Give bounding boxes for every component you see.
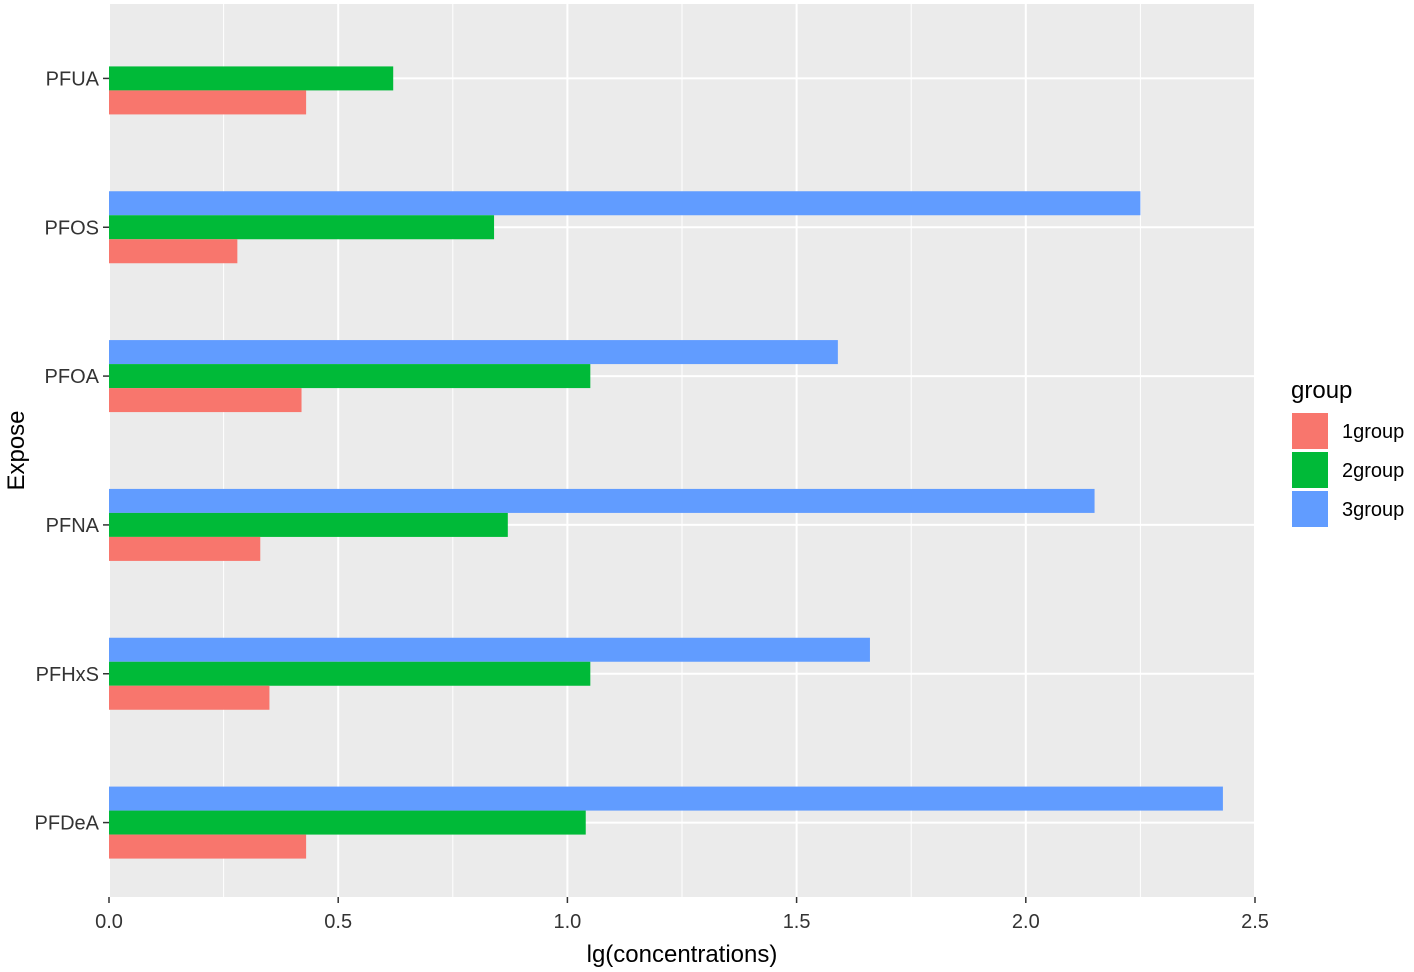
bar-pfos-3group	[109, 191, 1141, 216]
x-tick-label: 0.5	[324, 911, 352, 933]
legend-label-3group: 3group	[1342, 499, 1404, 521]
bar-pfdea-3group	[109, 786, 1223, 811]
legend-label-2group: 2group	[1342, 460, 1404, 482]
x-tick-label: 2.0	[1012, 911, 1040, 933]
legend-title: group	[1291, 377, 1352, 404]
y-tick-label: PFNA	[46, 515, 100, 537]
legend-label-1group: 1group	[1342, 421, 1404, 443]
y-axis-title: Expose	[3, 410, 30, 490]
y-tick-label: PFOS	[45, 217, 99, 239]
bar-pfhxs-2group	[109, 661, 591, 686]
x-axis-title: lg(concentrations)	[587, 941, 778, 968]
bar-pfhxs-1group	[109, 685, 270, 710]
bar-pfna-1group	[109, 536, 261, 561]
legend-key-2group	[1292, 452, 1328, 488]
bar-pfoa-2group	[109, 364, 591, 389]
x-tick-label: 1.5	[783, 911, 811, 933]
y-tick-label: PFOA	[45, 366, 100, 388]
legend-key-1group	[1292, 413, 1328, 449]
y-tick-label: PFHxS	[36, 664, 99, 686]
bar-pfhxs-3group	[109, 637, 870, 662]
legend-key-3group	[1292, 491, 1328, 527]
bar-pfua-2group	[109, 66, 394, 91]
bar-pfos-1group	[109, 239, 238, 264]
y-axis-ticks: PFUA PFOS PFOA PFNA PFHxS PFDeA	[35, 68, 109, 835]
bars	[109, 66, 1223, 859]
legend: group 1group 2group 3group	[1291, 377, 1404, 527]
bar-pfna-3group	[109, 488, 1095, 513]
x-tick-label: 1.0	[553, 911, 581, 933]
bar-pfna-2group	[109, 512, 508, 537]
x-tick-label: 2.5	[1241, 911, 1269, 933]
x-axis-ticks: 0.0 0.5 1.0 1.5 2.0 2.5	[95, 897, 1269, 933]
bar-pfoa-1group	[109, 388, 302, 413]
grid-lines	[108, 4, 1256, 897]
y-tick-label: PFDeA	[35, 813, 100, 835]
bar-pfdea-1group	[109, 834, 307, 859]
y-tick-label: PFUA	[46, 68, 100, 90]
bar-pfdea-2group	[109, 810, 586, 835]
bar-pfua-1group	[109, 90, 307, 115]
bar-pfos-2group	[109, 215, 495, 240]
x-tick-label: 0.0	[95, 911, 123, 933]
bar-pfoa-3group	[109, 340, 838, 365]
